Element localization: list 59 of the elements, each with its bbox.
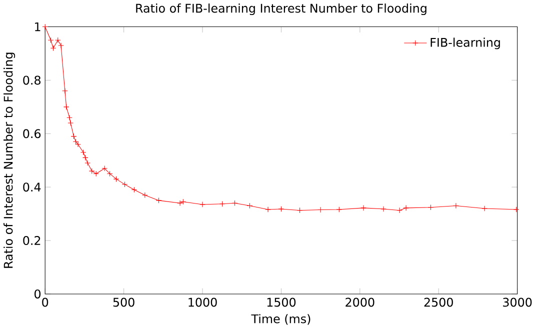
point bbox=[113, 176, 120, 182]
point bbox=[131, 186, 138, 193]
point bbox=[66, 114, 72, 120]
point bbox=[453, 202, 459, 209]
x-tick-label: 500 bbox=[113, 298, 134, 307]
point bbox=[513, 206, 520, 212]
point bbox=[70, 133, 77, 140]
point bbox=[177, 200, 183, 206]
point bbox=[336, 206, 342, 212]
x-tick-label: 1000 bbox=[188, 298, 217, 307]
point bbox=[82, 154, 88, 160]
point bbox=[58, 42, 64, 48]
y-tick-label: 0.2 bbox=[23, 236, 40, 245]
point bbox=[200, 201, 206, 208]
x-tick-label: 0 bbox=[42, 298, 48, 307]
point bbox=[106, 170, 113, 177]
y-axis-title: Ratio of Interest Number to Flooding bbox=[4, 52, 16, 268]
point bbox=[360, 204, 366, 211]
x-tick-label: 3000 bbox=[503, 298, 532, 307]
point bbox=[75, 141, 81, 148]
point bbox=[265, 206, 271, 212]
x-axis-title: Time (ms) bbox=[251, 314, 310, 325]
x-tick-label: 2000 bbox=[346, 298, 374, 307]
point bbox=[48, 37, 54, 43]
y-tick-label: 1 bbox=[35, 22, 40, 31]
point bbox=[88, 168, 95, 174]
point bbox=[156, 197, 162, 204]
point bbox=[68, 120, 74, 126]
x-tick-label: 2500 bbox=[424, 298, 453, 307]
y-tick-label: 0.8 bbox=[23, 76, 40, 85]
point bbox=[246, 202, 253, 209]
point bbox=[50, 45, 56, 51]
point bbox=[63, 104, 70, 110]
point bbox=[180, 198, 186, 205]
point bbox=[380, 206, 386, 212]
point bbox=[318, 206, 324, 213]
point bbox=[80, 149, 86, 156]
y-tick-label: 0.6 bbox=[23, 129, 41, 138]
x-tick-label: 1500 bbox=[267, 298, 296, 307]
point bbox=[102, 165, 108, 172]
point bbox=[42, 24, 48, 30]
point bbox=[72, 138, 79, 144]
point bbox=[62, 88, 68, 94]
point bbox=[142, 192, 148, 198]
point bbox=[122, 181, 128, 188]
y-tick-label: 0.4 bbox=[23, 182, 41, 192]
point bbox=[219, 200, 226, 207]
y-tick-label: 0 bbox=[34, 289, 41, 298]
legend-label: FIB-learning bbox=[430, 38, 500, 50]
point bbox=[428, 204, 434, 210]
point bbox=[296, 207, 303, 214]
point bbox=[54, 37, 61, 43]
point bbox=[84, 160, 91, 166]
point bbox=[278, 206, 284, 212]
point bbox=[403, 204, 409, 211]
point bbox=[232, 200, 238, 206]
point bbox=[396, 207, 402, 214]
chart-title: Ratio of FIB-learning Interest Number to Flooding bbox=[136, 3, 426, 15]
point bbox=[482, 205, 488, 212]
